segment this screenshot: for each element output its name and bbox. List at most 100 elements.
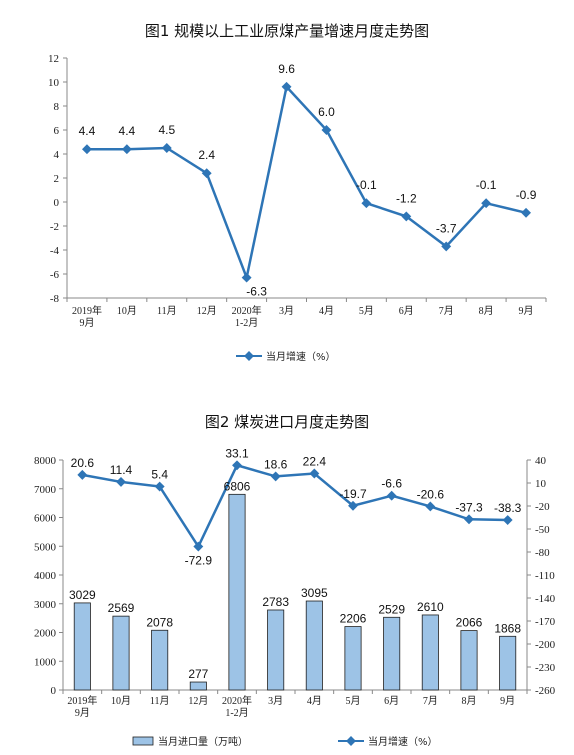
chart-1-data-label: -0.1 [476, 178, 497, 192]
chart-1-data-label: 4.4 [119, 124, 136, 138]
chart-2-bar [73, 602, 91, 691]
chart-1-x-tick-label: 12月 [197, 305, 217, 317]
chart-1-title: 图1 规模以上工业原煤产量增速月度走势图 [145, 22, 429, 40]
chart-2-y-tick-label-right: -230 [535, 662, 556, 674]
chart-2-growth-label: -72.9 [185, 554, 213, 568]
chart-2-bar [344, 626, 362, 691]
chart-2-y-tick-label-left: 1000 [34, 656, 57, 668]
chart-1-data-point [401, 211, 412, 222]
chart-1-x-tick-label: 7月 [439, 305, 454, 317]
chart-1-data-label: -1.2 [396, 191, 417, 205]
chart-2-x-tick-label: 5月 [346, 695, 361, 707]
chart-2-growth-point [270, 471, 281, 482]
chart-2-bar-label: 2610 [417, 600, 444, 614]
chart-2-bar [499, 635, 517, 691]
chart-2-y-tick-label-right: -50 [535, 524, 550, 536]
chart-2-x-tick-label: 12月 [188, 695, 208, 707]
chart-2-growth-point [232, 460, 242, 471]
chart-1-series-line [86, 84, 527, 283]
chart-2-y-tick-label-right: -110 [535, 570, 555, 582]
chart-1-data-label: 9.6 [278, 62, 295, 76]
chart-1-x-tick-label: 6月 [399, 305, 414, 317]
chart-2-y-tick-label-left: 5000 [34, 541, 57, 553]
chart-1-data-label: -3.7 [436, 221, 457, 235]
chart-1-data-label: -0.9 [516, 188, 537, 202]
chart-2-y-tick-label-left: 2000 [34, 628, 57, 640]
chart-2-growth-label: 33.1 [225, 446, 249, 460]
chart-2-y-tick-label-right: -80 [535, 547, 550, 559]
chart-1-data-point [441, 241, 452, 252]
chart-2-bar [189, 681, 207, 691]
chart-2-bar [305, 600, 323, 691]
chart-2-y-tick-label-left: 3000 [34, 599, 57, 611]
chart-2-growth-point [464, 514, 474, 525]
chart-2-bar-label: 2529 [378, 602, 405, 616]
chart-1-x-tick-label: 9月 [519, 305, 534, 317]
chart-2-growth-label: 20.6 [71, 456, 95, 470]
chart-2-x-tick-label: 2020年 [222, 694, 252, 707]
chart-1-data-point [521, 207, 531, 218]
chart-2-bar-label: 2078 [146, 615, 173, 629]
chart-1-production-growth: 图1 规模以上工业原煤产量增速月度走势图 12 10 8 6 4 2 0 -2 -4 -6 -8 2… [48, 22, 547, 363]
chart-2-growth-label: 5.4 [151, 468, 168, 482]
chart-1-data-label: -0.1 [356, 178, 377, 192]
chart-2-bar-label: 2783 [262, 595, 289, 609]
chart-1-x-tick-label: 5月 [359, 305, 374, 317]
chart-1-data-point [82, 144, 92, 155]
chart-2-growth-point [309, 468, 320, 479]
chart-2-bar [228, 493, 246, 691]
chart-2-x-tick-label: 4月 [307, 695, 322, 707]
chart-2-growth-point [77, 469, 88, 480]
chart-1-y-tick-label: -4 [50, 245, 60, 257]
chart-1-data-label: -6.3 [246, 285, 267, 299]
chart-1-y-tick-label: 0 [54, 197, 60, 209]
chart-2-y-tick-label-left: 4000 [34, 570, 57, 582]
chart-1-x-tick-label: 2019年 [72, 304, 102, 317]
chart-2-y-tick-label-left: 6000 [34, 513, 57, 525]
chart-2-x-tick-label: 6月 [384, 695, 399, 707]
chart-2-bar-label: 2569 [108, 601, 135, 615]
chart-1-data-label: 2.4 [198, 148, 215, 162]
chart-1-data-point [361, 198, 372, 209]
chart-2-x-tick-label: 3月 [268, 695, 283, 707]
chart-1-y-tick-label: 6 [54, 125, 60, 137]
chart-1-legend-marker [244, 351, 254, 361]
chart-2-growth-point [154, 481, 165, 492]
chart-2-bar [267, 609, 285, 691]
chart-1-y-tick-label: -6 [50, 269, 60, 281]
chart-1-x-tick-label: 3月 [279, 305, 294, 317]
chart-2-growth-label: 22.4 [303, 454, 327, 468]
chart-2-x-tick-label: 9月 [500, 695, 515, 707]
chart-2-y-tick-label-left: 7000 [34, 484, 57, 496]
chart-2-x-tick-label: 11月 [150, 695, 170, 707]
chart-2-bar-label: 3029 [69, 588, 96, 602]
chart-2-growth-label: -6.6 [381, 477, 402, 491]
chart-2-bar [383, 616, 401, 691]
chart-1-x-tick-label: 10月 [117, 305, 137, 317]
chart-2-growth-point [425, 501, 436, 512]
chart-2-y-tick-label-right: 10 [535, 478, 547, 490]
chart-1-data-point [201, 168, 212, 179]
chart-2-y-tick-label-left: 0 [51, 685, 57, 697]
chart-2-legend-bar-text: 当月进口量（万吨） [158, 735, 248, 748]
chart-1-x-tick-label: 11月 [157, 305, 177, 317]
chart-1-y-tick-label: -8 [50, 293, 60, 305]
chart-1-data-label: 4.4 [79, 124, 96, 138]
chart-1-data-label: 4.5 [158, 123, 175, 137]
chart-2-x-tick-label: 10月 [111, 695, 131, 707]
chart-2-growth-label: -19.7 [339, 487, 367, 501]
chart-1-x-tick-label: 2020年 [232, 304, 262, 317]
chart-2-growth-label: 18.6 [264, 457, 288, 471]
chart-2-y-tick-label-right: -260 [535, 685, 556, 697]
chart-2-y-tick-label-left: 8000 [34, 455, 57, 467]
chart-2-y-tick-label-right: -140 [535, 593, 556, 605]
chart-2-bar-label: 2206 [340, 612, 367, 626]
chart-2-growth-point [193, 541, 204, 552]
chart-1-x-tick-label: 4月 [319, 305, 334, 317]
chart-1-x-tick-label: 8月 [479, 305, 494, 317]
chart-2-x-tick-label: 8月 [462, 695, 477, 707]
chart-2-y-tick-label-right: -20 [535, 501, 550, 513]
chart-2-y-tick-label-right: -170 [535, 616, 556, 628]
chart-2-growth-label: -38.3 [494, 501, 522, 515]
chart-2-bar-label: 277 [188, 667, 208, 681]
